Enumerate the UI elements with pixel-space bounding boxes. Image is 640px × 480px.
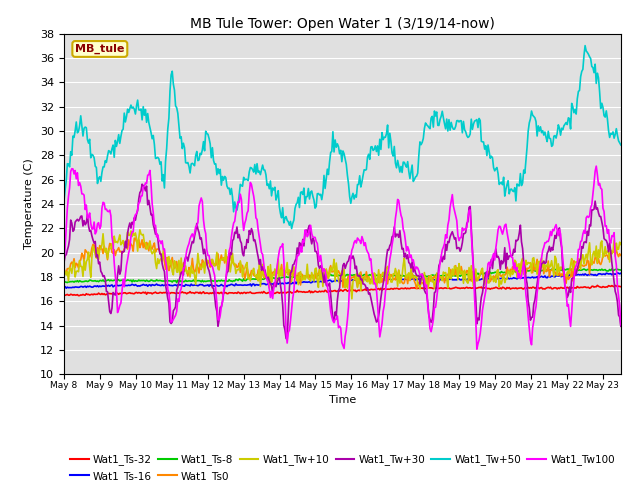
Legend: Wat1_Ts-32, Wat1_Ts-16, Wat1_Ts-8, Wat1_Ts0, Wat1_Tw+10, Wat1_Tw+30, Wat1_Tw+50,: Wat1_Ts-32, Wat1_Ts-16, Wat1_Ts-8, Wat1_…	[70, 455, 615, 480]
Y-axis label: Temperature (C): Temperature (C)	[24, 158, 35, 250]
Title: MB Tule Tower: Open Water 1 (3/19/14-now): MB Tule Tower: Open Water 1 (3/19/14-now…	[190, 17, 495, 31]
X-axis label: Time: Time	[329, 395, 356, 405]
Text: MB_tule: MB_tule	[75, 44, 125, 54]
